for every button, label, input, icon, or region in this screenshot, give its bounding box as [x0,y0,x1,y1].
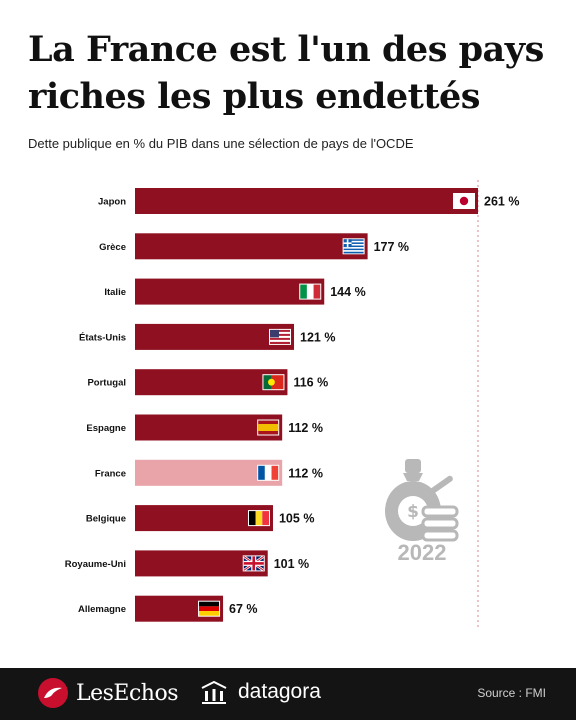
bar-chart-icon [201,680,227,704]
value-label: 144 % [330,285,365,299]
flag-france-icon [257,464,280,481]
category-label: États-Unis [79,332,126,343]
value-label: 101 % [274,557,309,571]
flag-portugal-icon [262,374,285,391]
bar-chart: Japon 261 % Grèce 177 % Italie 144 % États-Uni… [65,180,519,630]
flag-usa-icon [269,328,292,345]
value-label: 112 % [288,421,323,435]
value-label: 112 % [288,466,323,480]
bar [135,323,295,350]
category-label: Italie [104,287,126,298]
category-label: Grèce [99,242,126,253]
category-label: Japon [98,197,126,208]
value-label: 105 % [279,512,314,526]
value-label: 67 % [229,602,258,616]
partner-name: datagora [238,680,321,703]
footer: LesEchos datagora Source : FMI [0,668,576,720]
bar [135,369,288,396]
lesechos-logo: LesEchos [38,678,179,708]
datagora-logo: datagora [200,680,321,704]
category-label: Allemagne [78,604,126,615]
flag-italy-icon [299,283,322,300]
chart-title: La France est l'un des pays riches les p… [28,29,544,117]
category-label: Belgique [86,514,126,525]
brand-name: LesEchos [76,680,179,706]
svg-text:$: $ [407,502,419,522]
value-label: 116 % [293,376,328,390]
category-label: Royaume-Uni [65,559,126,570]
category-label: Portugal [87,378,126,389]
source-note: Source : FMI [477,686,546,700]
chart-subtitle: Dette publique en % du PIB dans une séle… [28,136,414,151]
flag-germany-icon [198,600,221,617]
bar [135,188,478,214]
money-bag-icon: $ [385,459,459,542]
flag-spain-icon [257,419,280,436]
bar [135,278,325,305]
flag-greece-icon [342,238,365,255]
flag-japan-icon [453,193,475,209]
category-label: Espagne [86,423,126,434]
value-label: 177 % [374,240,409,254]
flag-belgium-icon [247,510,270,527]
bar [135,233,368,260]
flag-uk-icon [242,555,265,572]
year-badge: 2022 [398,540,447,565]
echos-bird-icon [38,678,68,708]
category-label: France [95,468,126,479]
value-label: 121 % [300,330,335,344]
value-label: 261 % [484,195,519,209]
